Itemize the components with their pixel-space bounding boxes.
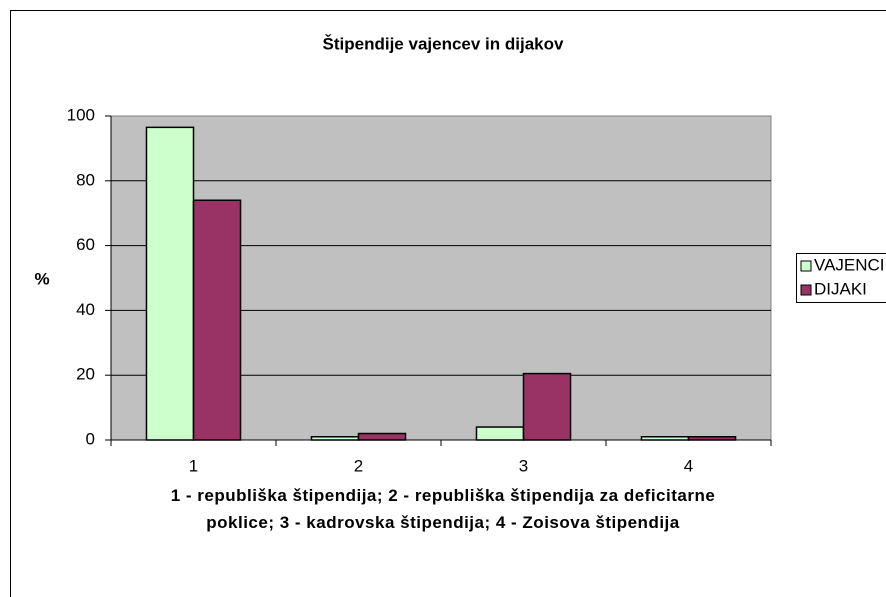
x-tick-label: 3 <box>519 456 528 475</box>
legend-swatch <box>800 284 812 296</box>
y-tick-label: 20 <box>76 365 95 384</box>
bar <box>475 426 525 441</box>
bar <box>687 436 737 441</box>
x-tick-label: 1 <box>189 456 198 475</box>
y-tick-label: 60 <box>76 235 95 254</box>
bar <box>522 372 572 441</box>
x-tick-label: 4 <box>684 456 693 475</box>
y-tick-label: 0 <box>86 429 95 448</box>
y-tick-label: 40 <box>76 300 95 319</box>
x-tick-label: 2 <box>354 456 363 475</box>
bar <box>145 126 195 441</box>
bar <box>357 432 407 441</box>
y-tick-label: 80 <box>76 170 95 189</box>
bar <box>192 199 242 441</box>
chart-title: Štipendije vajencev in dijakov <box>323 34 564 53</box>
bar <box>640 436 690 441</box>
legend-label: DIJAKI <box>814 279 867 298</box>
y-axis-label: % <box>34 269 49 288</box>
x-axis-label: 1 - republiška štipendija; 2 - republišk… <box>170 486 716 532</box>
legend-label: VAJENCI <box>814 255 885 274</box>
legend-swatch <box>800 260 812 272</box>
bar <box>310 436 360 441</box>
y-tick-label: 100 <box>67 105 95 124</box>
